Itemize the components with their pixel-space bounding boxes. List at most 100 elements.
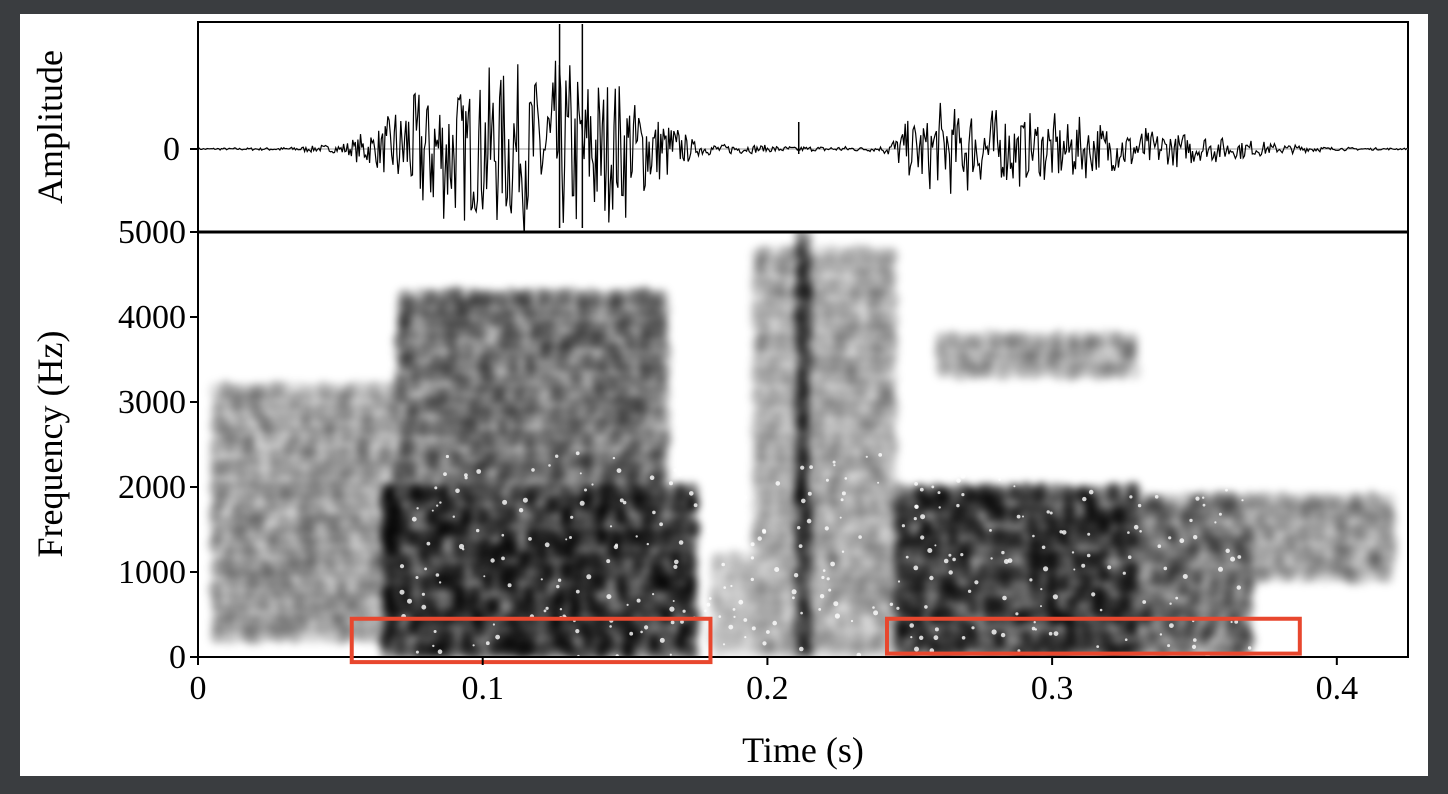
- speckle: [649, 475, 655, 481]
- axes: 0 1000 2000 3000 4000 5000 0 0.1 0.2 0.3 0.4: [118, 148, 1358, 707]
- energy-cell: [412, 450, 427, 469]
- speckle: [483, 575, 486, 578]
- speckle: [833, 464, 836, 467]
- speckle: [1129, 495, 1133, 499]
- x-tick-label: 0.1: [461, 670, 504, 707]
- energy-cell: [658, 549, 672, 568]
- speckle: [415, 650, 419, 654]
- energy-cell: [684, 504, 698, 523]
- speckle: [670, 620, 675, 625]
- speckle: [1049, 511, 1053, 515]
- energy-cell: [566, 630, 581, 649]
- spectrogram-speckle: [399, 451, 1252, 657]
- speckle: [1087, 532, 1091, 536]
- speckle: [913, 565, 919, 571]
- speckle: [673, 564, 678, 570]
- speckle: [961, 493, 965, 497]
- speckle: [1007, 558, 1013, 563]
- speckle: [407, 598, 412, 604]
- speckle: [1193, 638, 1197, 642]
- energy-cell: [820, 509, 835, 527]
- speckle: [1157, 544, 1162, 548]
- speckle: [565, 538, 568, 541]
- energy-cell: [1045, 562, 1059, 582]
- energy-cell: [838, 620, 852, 639]
- energy-cell: [1052, 363, 1067, 381]
- waveform-line: [198, 60, 1408, 232]
- speckle: [1055, 460, 1058, 463]
- energy-cell: [511, 308, 525, 326]
- speckle: [1202, 503, 1206, 507]
- energy-cell: [856, 486, 870, 505]
- speckle: [1189, 518, 1193, 523]
- speckle: [1137, 503, 1142, 508]
- speckle: [492, 623, 495, 626]
- energy-cell: [794, 542, 809, 561]
- speckle: [586, 574, 592, 580]
- speckle: [1001, 550, 1005, 555]
- speckle: [743, 618, 748, 622]
- speckle: [913, 517, 917, 521]
- energy-cell: [857, 508, 871, 527]
- speckle: [952, 557, 956, 562]
- speckle: [476, 528, 480, 533]
- speckle: [807, 491, 812, 496]
- energy-cell: [393, 461, 408, 479]
- energy-cell: [918, 585, 933, 604]
- speckle: [652, 593, 655, 596]
- speckle: [960, 553, 964, 557]
- speckle: [399, 564, 405, 569]
- energy-cell: [1319, 566, 1333, 584]
- speckle: [927, 548, 933, 553]
- speckle: [956, 478, 961, 483]
- speckle: [711, 535, 716, 540]
- speckle: [556, 584, 560, 589]
- speckle: [1082, 496, 1087, 502]
- speckle: [606, 594, 612, 600]
- speckle: [703, 452, 707, 456]
- speckle: [743, 495, 748, 500]
- energy-cell: [475, 309, 490, 327]
- energy-cell: [467, 474, 482, 492]
- energy-cell: [569, 643, 583, 657]
- energy-cell: [639, 607, 653, 626]
- speckle: [435, 573, 440, 577]
- energy-cell: [421, 407, 435, 425]
- speckle: [974, 466, 980, 471]
- speckle: [934, 627, 939, 632]
- speckle: [1241, 499, 1244, 502]
- speckle: [858, 535, 862, 539]
- speckle: [1041, 545, 1046, 550]
- energy-cell: [474, 461, 489, 479]
- speckle: [619, 498, 624, 503]
- speckle: [943, 558, 949, 564]
- speckle: [744, 636, 747, 639]
- energy-cell: [1051, 329, 1066, 347]
- speckle: [528, 537, 532, 541]
- speckle: [622, 500, 627, 505]
- speckle: [613, 544, 619, 550]
- speckle: [437, 649, 443, 654]
- highlight-box-2: [884, 616, 1302, 656]
- speckle: [693, 464, 697, 468]
- energy-cell: [1213, 577, 1227, 595]
- energy-cell: [883, 354, 898, 372]
- speckle: [1013, 485, 1016, 488]
- speckle: [689, 491, 694, 496]
- energy-cell: [332, 590, 346, 609]
- speckle: [938, 506, 941, 509]
- speckle: [825, 478, 829, 482]
- energy-cell: [979, 361, 994, 379]
- energy-cell: [636, 385, 651, 403]
- speckle: [721, 562, 725, 567]
- energy-cell: [477, 549, 492, 569]
- speckle: [819, 594, 825, 599]
- highlight-box-1: [349, 616, 713, 665]
- energy-cell: [556, 471, 570, 490]
- speckle: [961, 636, 966, 640]
- energy-cell: [811, 497, 825, 516]
- speckle: [462, 548, 465, 551]
- energy-cell: [376, 457, 390, 476]
- energy-cell: [350, 403, 364, 422]
- speckle: [856, 652, 862, 657]
